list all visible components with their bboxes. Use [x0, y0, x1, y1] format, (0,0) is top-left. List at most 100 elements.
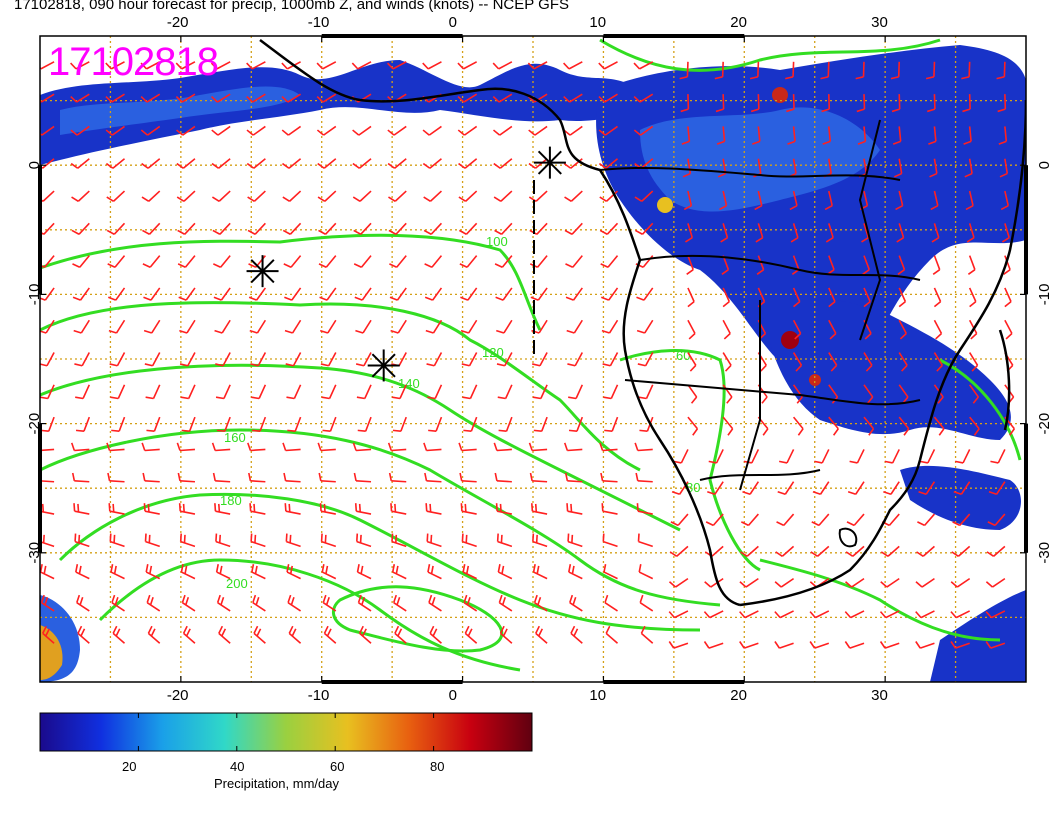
wind-barb	[246, 93, 266, 103]
wind-barb	[779, 449, 795, 464]
wind-barb	[462, 384, 478, 400]
wind-barb	[863, 384, 874, 404]
wind-barb	[176, 125, 196, 136]
wind-barb	[955, 449, 971, 464]
wind-barb	[77, 625, 90, 644]
wind-barb	[143, 287, 161, 301]
contour-label-60: 60	[676, 348, 690, 363]
wind-barb	[821, 94, 831, 113]
wind-barb	[564, 190, 583, 202]
wind-barb	[879, 610, 900, 619]
wind-barb	[495, 287, 513, 301]
lat-lon-grid	[40, 36, 1026, 682]
wind-barb	[176, 158, 196, 169]
wind-barb	[388, 190, 407, 202]
wind-barb	[75, 416, 91, 432]
wind-barb	[845, 577, 865, 588]
wind-barb	[951, 545, 971, 557]
africa-east-coast	[918, 99, 1026, 461]
axis-labels: -20 -20 -10 -10 0 0 10 10 20 20 30 30 0 0 -10 -10 -20 -20…	[26, 14, 1053, 704]
contour-north	[599, 38, 941, 72]
wind-barb	[71, 472, 90, 483]
wind-barb	[457, 61, 478, 70]
wind-barb	[457, 125, 478, 136]
wind-barb	[633, 61, 654, 70]
wind-barb	[144, 533, 160, 548]
wind-barb	[180, 564, 196, 580]
wind-barb	[498, 416, 513, 432]
wind-barb	[319, 319, 337, 334]
wind-barb	[927, 94, 936, 113]
wind-barb	[355, 319, 372, 334]
y-tick-label-right: -10	[1036, 284, 1053, 306]
contour-100	[40, 233, 542, 331]
wind-barb	[463, 416, 478, 432]
wind-barb	[669, 545, 689, 557]
wind-barb	[182, 625, 196, 644]
wind-barb	[918, 481, 936, 496]
colorbar	[39, 712, 533, 752]
wind-barb	[140, 125, 161, 136]
wind-barb	[460, 319, 478, 334]
wind-barb	[425, 319, 443, 334]
x-edge-bar	[603, 680, 745, 684]
wind-barb	[722, 416, 734, 436]
wind-barb	[499, 625, 513, 644]
wind-barb	[285, 352, 302, 367]
wind-barb	[714, 61, 724, 80]
y-tick-label-left: -30	[26, 542, 43, 564]
wind-barb	[754, 190, 763, 211]
wind-barb	[565, 255, 583, 268]
wind-barb	[496, 352, 513, 367]
colorbar-ticks	[137, 713, 435, 751]
madagascar	[998, 329, 1011, 431]
wind-barb	[717, 158, 727, 178]
wind-barb	[353, 222, 372, 235]
wind-barb	[281, 125, 302, 136]
wind-barb	[459, 472, 477, 483]
wind-barb	[282, 442, 301, 452]
wind-barb	[703, 610, 724, 619]
wind-barb	[605, 625, 619, 644]
wind-barb	[880, 545, 900, 557]
wind-barb	[112, 625, 126, 644]
wind-barb	[930, 190, 939, 211]
wind-barb	[604, 416, 619, 432]
wind-barb	[884, 449, 900, 464]
wind-barb	[968, 287, 977, 308]
wind-barb	[739, 641, 759, 649]
wind-barb	[286, 384, 302, 400]
colorbar-tick-label-60: 60	[330, 759, 345, 774]
wind-barb	[861, 223, 870, 243]
wind-barb	[105, 93, 125, 103]
wind-barb	[668, 577, 689, 588]
wind-barb	[40, 594, 55, 612]
wind-barb	[146, 416, 161, 432]
pressure-center-marker	[246, 255, 279, 288]
x-tick-label-bottom: 20	[730, 687, 747, 704]
wind-barb	[638, 564, 654, 580]
wind-barb	[357, 594, 372, 612]
x-tick-label-bottom: -10	[308, 687, 330, 704]
wind-barb	[493, 158, 513, 169]
wind-barb	[70, 125, 90, 136]
wind-barb	[636, 503, 653, 515]
wind-barb	[742, 481, 760, 496]
wind-barb	[601, 503, 618, 515]
wind-barb	[679, 61, 689, 80]
wind-barb	[429, 625, 442, 644]
wind-barb	[249, 503, 266, 515]
wind-barb	[529, 222, 548, 235]
wind-barb	[496, 533, 513, 548]
wind-barb	[464, 625, 478, 644]
wind-barb	[250, 533, 266, 548]
wind-barb	[317, 158, 337, 169]
wind-barb	[634, 190, 654, 202]
y-tick-label-left: -10	[26, 284, 43, 306]
wind-barb	[463, 594, 478, 612]
wind-barb	[570, 625, 583, 644]
precip-east-coast	[900, 465, 1021, 530]
wind-barb	[532, 384, 548, 400]
wind-barb	[428, 416, 443, 432]
